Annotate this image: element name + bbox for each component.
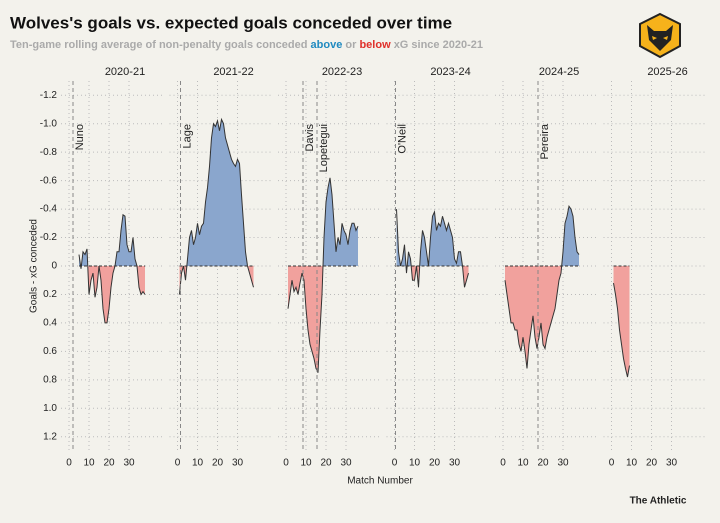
- line: [179, 117, 254, 295]
- x-tick-label: 0: [392, 458, 398, 469]
- y-tick-label: 0: [51, 261, 57, 272]
- y-tick-label: 0.4: [43, 318, 57, 329]
- x-tick-label: 10: [517, 458, 529, 469]
- area-above: [79, 214, 145, 266]
- panel: 2025-26 0 10 20 30: [603, 66, 706, 469]
- y-tick-label: 0.6: [43, 346, 57, 357]
- manager-label: Nuno: [74, 124, 86, 150]
- x-tick-label: 10: [83, 458, 95, 469]
- panel: 2024-25 0 10 20 30 Pereira: [495, 66, 597, 469]
- x-tick-label: 0: [609, 458, 615, 469]
- subtitle-part: xG since 2020-21: [394, 39, 483, 51]
- area-below: [613, 266, 630, 377]
- x-tick-label: 30: [666, 458, 678, 469]
- panel-label: 2023-24: [430, 66, 470, 78]
- x-tick-label: 20: [103, 458, 115, 469]
- area-below: [288, 266, 358, 373]
- y-tick-label: -0.8: [40, 147, 58, 158]
- x-tick-label: 20: [320, 458, 332, 469]
- chart-subtitle: Ten-game rolling average of non-penalty …: [10, 39, 483, 51]
- manager-label: O'Neil: [396, 124, 408, 154]
- manager-label: Lopetegui: [318, 124, 330, 172]
- x-tick-label: 20: [212, 458, 224, 469]
- panel-label: 2020-21: [105, 66, 145, 78]
- x-tick-label: 20: [646, 458, 658, 469]
- line: [613, 283, 630, 378]
- x-tick-label: 30: [557, 458, 569, 469]
- line: [504, 204, 580, 369]
- manager-label: Lage: [181, 124, 193, 148]
- panel-label: 2021-22: [213, 66, 253, 78]
- x-tick-label: 20: [537, 458, 549, 469]
- manager-label: Pereira: [539, 123, 551, 159]
- panel: 2020-21 0 10 20 30 Nuno: [61, 66, 163, 469]
- line: [287, 177, 359, 373]
- y-tick-label: 1.0: [43, 403, 57, 414]
- x-tick-label: 20: [429, 458, 441, 469]
- area-above: [396, 209, 469, 266]
- y-tick-label: -0.6: [40, 175, 58, 186]
- x-tick-label: 30: [123, 458, 135, 469]
- x-tick-label: 10: [626, 458, 638, 469]
- x-tick-label: 10: [409, 458, 421, 469]
- subtitle-below: below: [359, 39, 391, 51]
- line: [78, 213, 146, 324]
- subtitle-part: Ten-game rolling average of non-penalty …: [10, 39, 307, 51]
- y-tick-label: 1.2: [43, 431, 57, 442]
- subtitle-part: or: [345, 39, 357, 51]
- panel: 2022-23 0 10 20 30 Davis Lopetegui: [278, 66, 380, 469]
- panel-label: 2024-25: [539, 66, 579, 78]
- x-tick-label: 10: [300, 458, 312, 469]
- chart-title: Wolves's goals vs. expected goals conced…: [10, 13, 452, 32]
- panel-label: 2025-26: [647, 66, 687, 78]
- y-tick-label: -0.2: [40, 232, 58, 243]
- y-tick-label: 0.8: [43, 374, 57, 385]
- x-tick-label: 30: [340, 458, 352, 469]
- area-below: [505, 266, 579, 369]
- y-axis-label: Goals - xG conceded: [29, 219, 40, 313]
- area-below: [79, 266, 145, 323]
- panel: 2021-22 0 10 20 30 Lage: [169, 66, 272, 469]
- logo: [639, 12, 681, 59]
- y-tick-label: -1.2: [40, 90, 58, 101]
- manager-label: Davis: [304, 124, 316, 152]
- x-tick-label: 30: [449, 458, 461, 469]
- x-tick-label: 10: [192, 458, 204, 469]
- x-tick-label: 0: [66, 458, 72, 469]
- line: [396, 209, 469, 288]
- x-tick-label: 0: [283, 458, 289, 469]
- y-tick-label: -0.4: [40, 204, 58, 215]
- x-tick-label: 0: [175, 458, 181, 469]
- subtitle-above: above: [311, 39, 343, 51]
- x-tick-label: 0: [500, 458, 506, 469]
- x-axis-label: Match Number: [347, 476, 413, 487]
- area-below: [396, 266, 469, 288]
- y-tick-label: 0.2: [43, 289, 57, 300]
- panel-label: 2022-23: [322, 66, 362, 78]
- panel: 2023-24 0 10 20 30 O'Neil: [386, 66, 489, 469]
- area-above: [179, 119, 254, 266]
- y-tick-label: -1.0: [40, 118, 58, 129]
- source: The Athletic: [630, 496, 687, 507]
- x-tick-label: 30: [232, 458, 244, 469]
